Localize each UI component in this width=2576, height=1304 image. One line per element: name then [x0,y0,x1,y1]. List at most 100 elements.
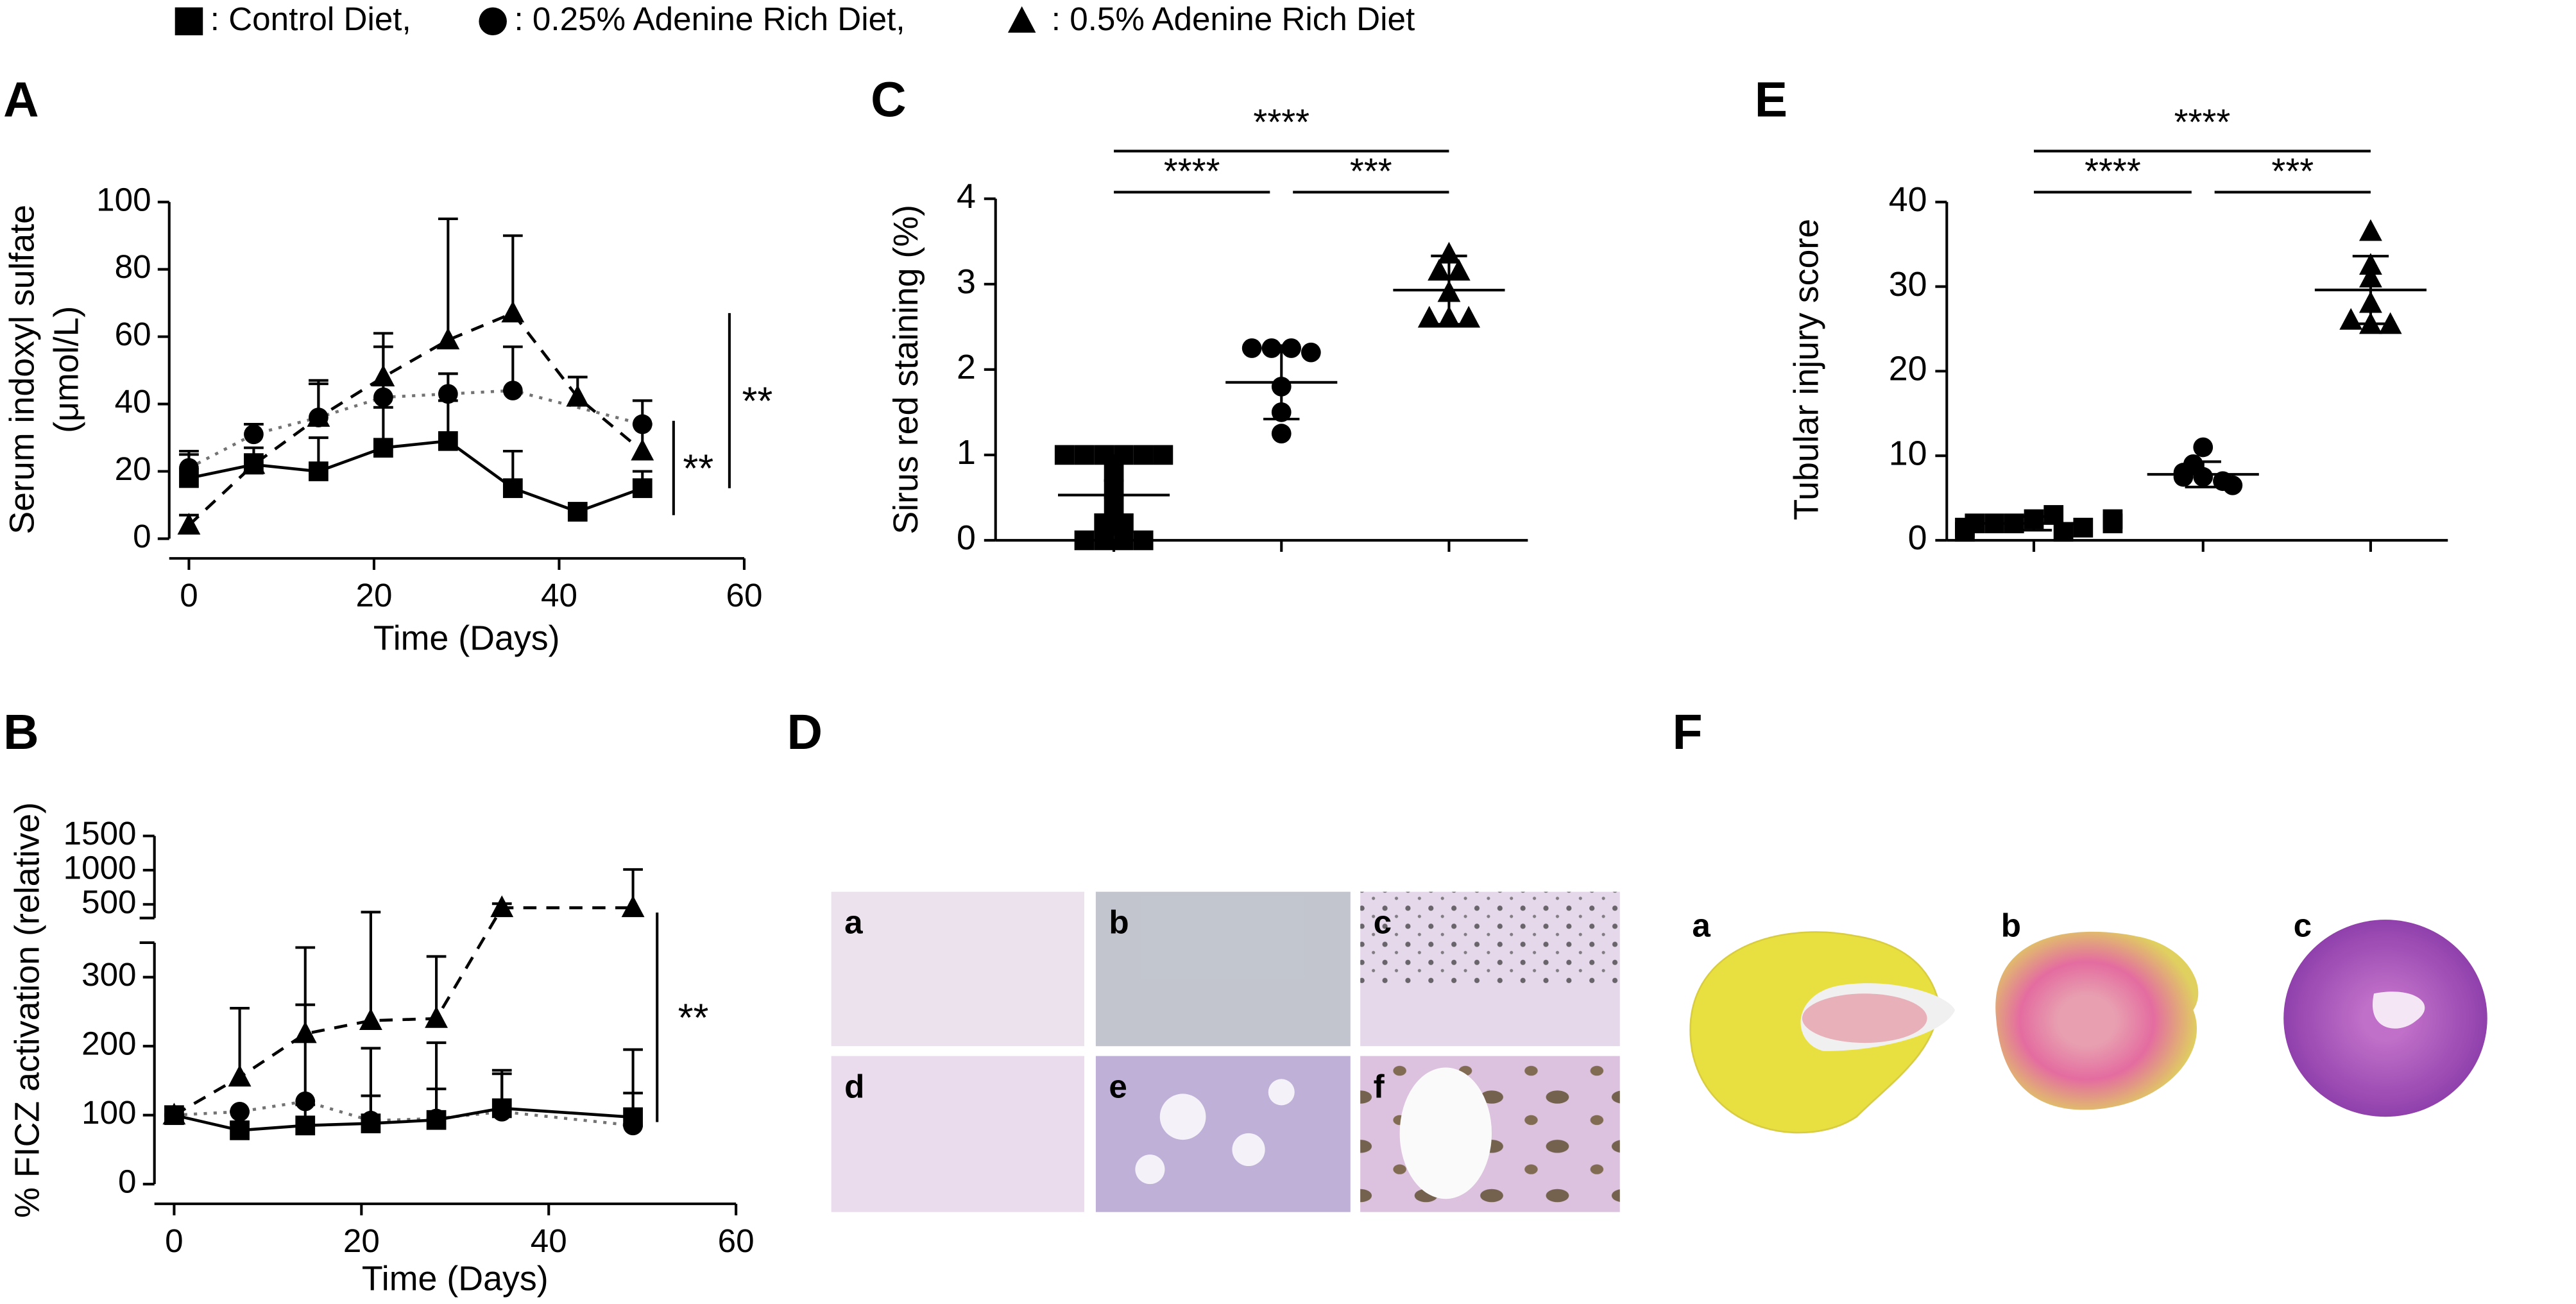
y-tick-label: 0 [1908,519,1927,557]
significance-label: *** [1350,151,1392,191]
significance-label: **** [1164,151,1220,191]
y-tick-label: 20 [1889,350,1927,388]
marker-triangle [425,1006,448,1028]
legend-label: : Control Diet, [210,1,411,37]
image-label: d [844,1068,864,1104]
marker-circle [491,1101,512,1122]
legend-label: : 0.5% Adenine Rich Diet [1052,1,1415,37]
marker-square [2103,509,2123,529]
marker-square [1133,445,1154,465]
marker-square [1074,530,1095,551]
image-label: a [844,904,863,940]
image-label: a [1692,907,1710,943]
panel-letter: A [3,73,38,128]
kidney-image [2373,991,2425,1029]
marker-circle [1301,342,1321,363]
histology-texture [1232,1133,1265,1167]
kidney-image [1802,993,1927,1043]
series-line [187,311,644,527]
y-tick-label: 1 [957,433,976,472]
x-tick-label: 20 [355,577,392,613]
marker-circle [2222,475,2243,495]
panel-letter: C [871,73,906,128]
marker-square [1114,513,1134,533]
y-tick-label: 60 [115,316,151,352]
marker-triangle [2359,219,2382,241]
marker-circle [179,458,199,478]
x-tick-label: 60 [718,1222,755,1259]
marker-triangle [1447,259,1471,281]
image-label: b [1109,904,1129,940]
histology-image [1095,1056,1351,1212]
legend-marker [175,7,203,36]
marker-triangle [2339,307,2363,330]
y-axis-label: Tubular injury score [1787,219,1825,520]
x-axis-label: Time (Days) [373,619,560,657]
marker-triangle [1437,241,1461,264]
marker-circle [1281,338,1301,358]
marker-triangle [631,438,654,461]
legend-marker [1007,6,1036,33]
x-axis-label: Time (Days) [362,1259,549,1298]
marker-square [1094,513,1114,533]
y-tick-label: 500 [81,884,136,920]
marker-square [632,478,653,499]
marker-circle [1271,424,1292,443]
marker-circle [2193,437,2213,458]
x-tick-label: 40 [541,577,577,613]
significance-label: ** [742,379,773,424]
y-tick-label: 0 [957,519,976,557]
image-label: c [2294,907,2312,943]
y-tick-label: 4 [957,177,976,216]
marker-circle [426,1108,447,1129]
y-axis-label: (μmol/L) [47,306,86,433]
x-tick-label: 0 [180,577,198,613]
y-tick-label: 300 [81,956,136,993]
marker-triangle [371,365,395,387]
marker-square [373,438,393,458]
marker-square [502,478,523,499]
marker-circle [502,381,523,400]
marker-triangle [566,384,590,407]
marker-triangle [501,300,525,323]
histology-image [1095,891,1351,1047]
legend-marker [479,7,507,36]
marker-square [230,1120,250,1140]
marker-circle [244,424,264,445]
marker-square [567,502,588,522]
marker-square [295,1115,316,1136]
significance-label: ** [678,996,709,1040]
marker-square [1133,530,1154,551]
marker-triangle [293,1021,317,1043]
marker-triangle [177,513,201,535]
marker-square [309,461,328,481]
marker-square [1074,445,1095,465]
marker-triangle [228,1065,252,1087]
y-tick-label: 1500 [64,815,137,852]
image-label: c [1374,904,1392,940]
y-tick-label: 200 [81,1025,136,1062]
marker-circle [373,387,393,408]
panel-letter: E [1755,73,1787,128]
y-tick-label: 100 [81,1094,136,1131]
panel-letter: F [1673,705,1703,760]
x-tick-label: 20 [343,1222,380,1259]
y-tick-label: 0 [133,518,151,554]
marker-circle [1261,338,1282,358]
marker-circle [230,1101,250,1122]
histology-image [831,891,1084,1047]
marker-square [2073,517,2094,538]
marker-square [1054,445,1075,465]
marker-square [2043,505,2064,525]
x-tick-label: 40 [531,1222,567,1259]
x-tick-label: 60 [726,577,762,613]
y-tick-label: 100 [96,181,151,218]
image-label: f [1374,1068,1385,1104]
marker-triangle [1428,259,1451,281]
marker-triangle [1457,305,1481,328]
marker-triangle [490,895,514,918]
y-axis-label: Sirus red staining (%) [887,205,925,535]
marker-triangle [1417,305,1441,328]
